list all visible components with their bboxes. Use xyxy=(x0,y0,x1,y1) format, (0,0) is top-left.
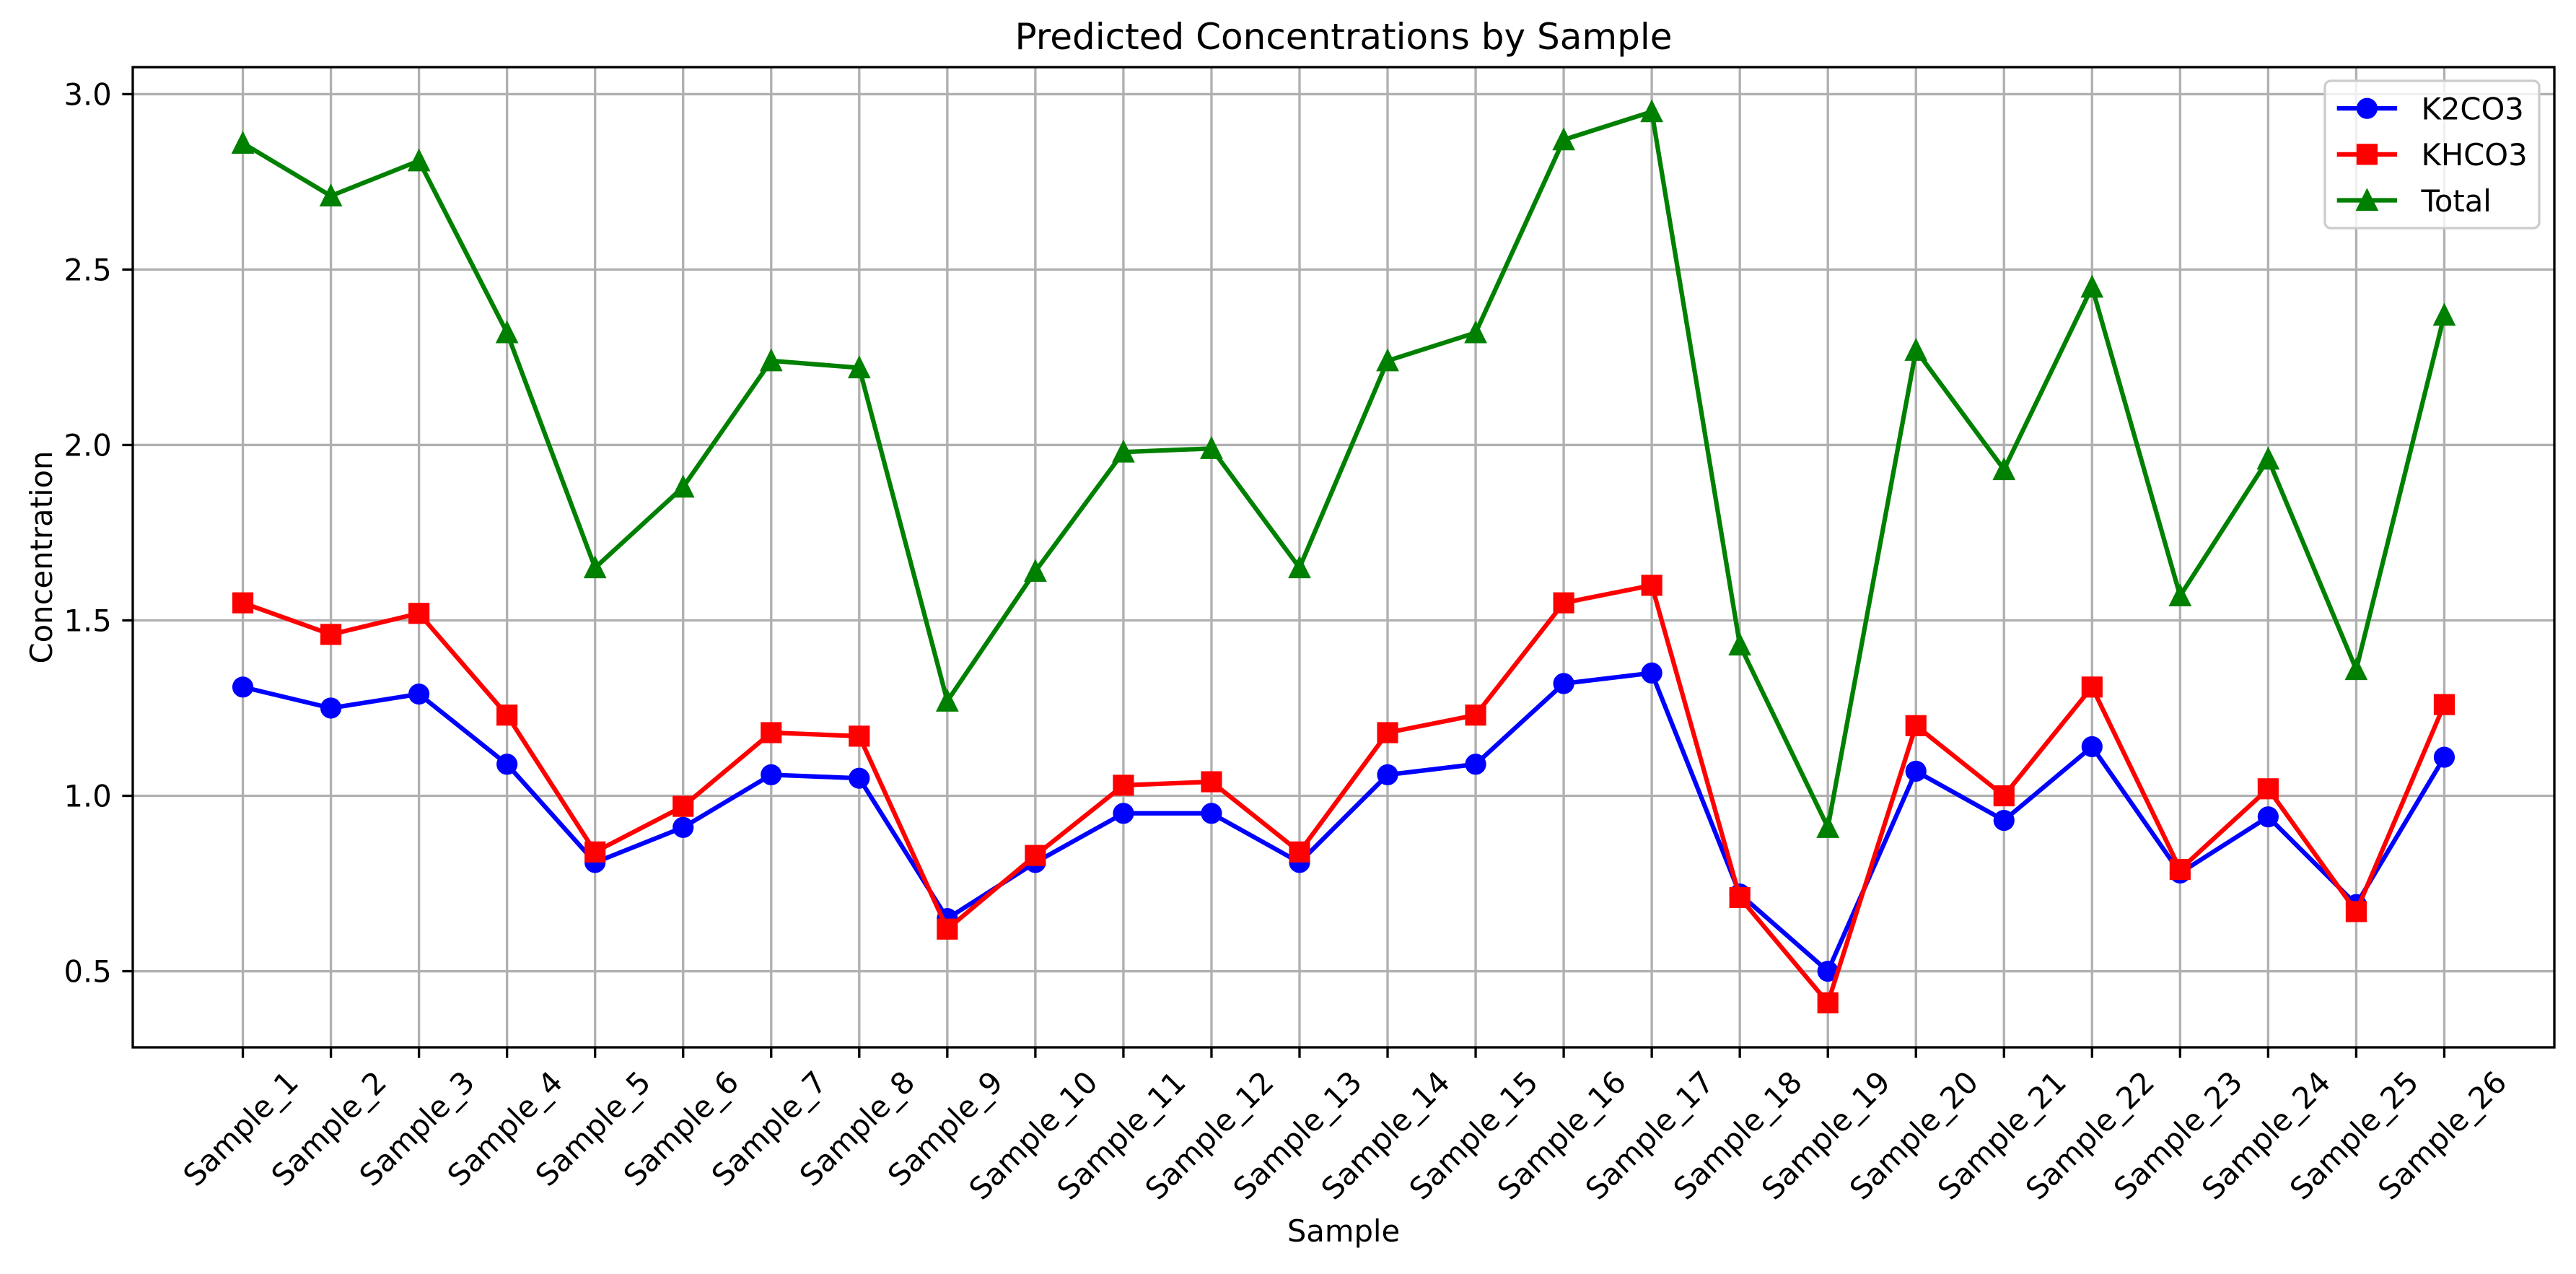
series-khco3 xyxy=(232,575,2455,1013)
series-total xyxy=(231,99,2456,838)
data-point xyxy=(1113,775,1134,796)
legend-entry-k2co3: K2CO3 xyxy=(2336,91,2524,126)
data-point xyxy=(1729,886,1751,909)
data-point xyxy=(1112,440,1135,463)
data-point xyxy=(1905,760,1927,782)
data-point xyxy=(1200,436,1223,459)
data-point xyxy=(1288,555,1311,579)
series-layer xyxy=(231,99,2456,1013)
y-tick-label: 1.0 xyxy=(63,779,111,814)
data-point xyxy=(1993,785,2015,807)
data-point xyxy=(408,683,430,705)
data-point xyxy=(1025,845,1046,866)
data-point xyxy=(1993,809,2015,832)
data-point xyxy=(2081,736,2103,758)
chart-title: Predicted Concentrations by Sample xyxy=(1015,16,1673,58)
data-point xyxy=(673,795,694,817)
data-point xyxy=(407,148,431,172)
data-point xyxy=(495,320,519,344)
y-tick-label: 2.5 xyxy=(63,253,111,288)
data-point xyxy=(1023,559,1047,583)
data-point xyxy=(937,918,958,940)
legend-marker xyxy=(2355,188,2379,211)
legend-marker xyxy=(2356,144,2378,165)
legend-marker xyxy=(2356,97,2378,119)
data-point xyxy=(1201,803,1222,824)
data-point xyxy=(847,355,871,379)
data-point xyxy=(671,474,695,498)
data-point xyxy=(583,555,607,579)
y-axis-label: Concentration xyxy=(24,451,59,664)
data-point xyxy=(759,348,783,372)
axes-frame xyxy=(131,66,2556,1049)
data-point xyxy=(1464,320,1487,344)
data-point xyxy=(232,676,254,698)
data-point xyxy=(935,689,959,712)
data-point xyxy=(1377,722,1398,743)
data-point xyxy=(1641,575,1662,596)
data-point xyxy=(1641,662,1662,684)
data-point xyxy=(1552,127,1575,151)
y-tick-label: 3.0 xyxy=(63,77,111,113)
data-point xyxy=(2169,858,2191,881)
data-point xyxy=(2168,583,2192,607)
data-point xyxy=(232,592,254,614)
plot-area-background xyxy=(133,67,2554,1047)
data-point xyxy=(1904,338,1928,361)
series-line xyxy=(240,583,2448,1005)
data-point xyxy=(2080,274,2104,298)
data-point xyxy=(319,183,343,206)
legend: K2CO3 KHCO3 Total xyxy=(2323,79,2541,230)
legend-frame xyxy=(2323,79,2541,230)
data-point xyxy=(2257,806,2279,828)
data-point xyxy=(1728,632,1752,656)
data-point xyxy=(1992,457,2016,481)
data-point xyxy=(2256,446,2280,470)
data-point xyxy=(849,767,870,789)
legend-label: KHCO3 xyxy=(2422,137,2528,173)
data-point xyxy=(849,725,870,747)
data-point xyxy=(1553,673,1574,694)
data-point xyxy=(1905,715,1927,736)
data-point xyxy=(1553,592,1574,614)
y-tick-label: 0.5 xyxy=(63,954,111,990)
data-point xyxy=(231,131,255,154)
legend-entry-total: Total xyxy=(2336,183,2492,219)
data-point xyxy=(1201,771,1222,793)
data-point xyxy=(1817,992,1839,1013)
legend-label: Total xyxy=(2421,183,2492,219)
data-point xyxy=(1113,803,1134,824)
data-point xyxy=(2081,676,2103,698)
data-point xyxy=(1465,754,1486,775)
legend-entry-khco3: KHCO3 xyxy=(2336,137,2528,173)
data-point xyxy=(320,624,342,645)
data-point xyxy=(584,841,606,863)
series-line xyxy=(240,109,2448,830)
data-point xyxy=(761,764,782,785)
y-tick-label: 1.5 xyxy=(63,603,111,639)
data-point xyxy=(320,697,342,719)
data-point xyxy=(1377,764,1398,785)
data-point xyxy=(1640,99,1664,123)
series-line xyxy=(240,671,2448,974)
data-point xyxy=(496,704,518,726)
data-point xyxy=(496,754,518,775)
y-tick-label: 2.0 xyxy=(63,428,111,463)
data-point xyxy=(408,603,430,624)
legend-label: K2CO3 xyxy=(2422,91,2524,126)
x-axis-label: Sample xyxy=(1287,1213,1400,1249)
data-point xyxy=(2432,302,2456,326)
data-point xyxy=(2433,746,2455,768)
data-point xyxy=(2345,901,2367,922)
data-point xyxy=(1465,704,1486,726)
data-point xyxy=(1376,348,1399,372)
data-point xyxy=(673,816,694,838)
data-point xyxy=(2257,778,2279,800)
data-point xyxy=(1289,841,1310,863)
data-point xyxy=(761,722,782,743)
data-point xyxy=(1816,815,1840,838)
data-point xyxy=(2344,657,2368,681)
data-point xyxy=(2433,694,2455,715)
